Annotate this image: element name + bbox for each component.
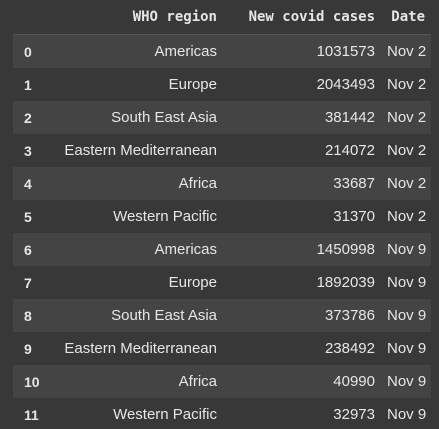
row-index: 4 (24, 175, 32, 192)
cell-date: Nov 2 (387, 43, 427, 60)
cell-new-covid-cases: 1450998 (316, 241, 375, 258)
table-row: 10 Africa 40990 Nov 9 (13, 365, 431, 398)
cell-date: Nov 9 (387, 274, 427, 291)
cell-date: Nov 2 (387, 208, 427, 225)
cell-who-region: Western Pacific (113, 406, 217, 423)
cell-who-region: South East Asia (111, 307, 217, 324)
cell-who-region: Eastern Mediterranean (64, 142, 217, 159)
table-row: 4 Africa 33687 Nov 2 (13, 167, 431, 200)
row-index: 1 (24, 76, 32, 93)
cell-new-covid-cases: 381442 (324, 109, 375, 126)
cell-new-covid-cases: 31370 (333, 208, 375, 225)
cell-who-region: South East Asia (111, 109, 217, 126)
cell-new-covid-cases: 1892039 (316, 274, 375, 291)
header-row: WHO region New covid cases Date (13, 2, 431, 35)
table-row: 2 South East Asia 381442 Nov 2 (13, 101, 431, 134)
column-header-new-covid-cases: New covid cases (223, 2, 381, 35)
cell-new-covid-cases: 40990 (333, 373, 375, 390)
cell-new-covid-cases: 373786 (324, 307, 375, 324)
cell-date: Nov 2 (387, 142, 427, 159)
column-header-date: Date (381, 2, 431, 35)
row-index: 10 (24, 373, 40, 390)
cell-date: Nov 9 (387, 241, 427, 258)
cell-date: Nov 9 (387, 406, 427, 423)
cell-who-region: Americas (154, 241, 217, 258)
cell-date: Nov 9 (387, 340, 427, 357)
cell-who-region: Europe (168, 76, 217, 93)
cell-new-covid-cases: 32973 (333, 406, 375, 423)
row-index: 7 (24, 274, 32, 291)
row-index: 6 (24, 241, 32, 258)
cell-who-region: Africa (178, 373, 217, 390)
index-column-header (13, 2, 49, 35)
cell-date: Nov 9 (387, 307, 427, 324)
row-index: 5 (24, 208, 32, 225)
row-index: 11 (24, 406, 39, 423)
cell-date: Nov 9 (387, 373, 427, 390)
cell-date: Nov 2 (387, 175, 427, 192)
table-row: 1 Europe 2043493 Nov 2 (13, 68, 431, 101)
cell-who-region: Eastern Mediterranean (64, 340, 217, 357)
cell-who-region: Western Pacific (113, 208, 217, 225)
cell-date: Nov 2 (387, 109, 427, 126)
cell-new-covid-cases: 33687 (333, 175, 375, 192)
cell-new-covid-cases: 238492 (324, 340, 375, 357)
cell-date: Nov 2 (387, 76, 427, 93)
row-index: 8 (24, 307, 32, 324)
table-row: 11 Western Pacific 32973 Nov 9 (13, 398, 431, 429)
column-header-who-region: WHO region (49, 2, 223, 35)
cell-who-region: Africa (178, 175, 217, 192)
table-row: 0 Americas 1031573 Nov 2 (13, 34, 431, 68)
table-row: 8 South East Asia 373786 Nov 9 (13, 299, 431, 332)
table-row: 7 Europe 1892039 Nov 9 (13, 266, 431, 299)
dataframe-table: WHO region New covid cases Date 0 America… (13, 2, 431, 429)
row-index: 9 (24, 340, 32, 357)
row-index: 0 (24, 43, 32, 60)
table-row: 9 Eastern Mediterranean 238492 Nov 9 (13, 332, 431, 365)
table-row: 6 Americas 1450998 Nov 9 (13, 233, 431, 266)
table-row: 5 Western Pacific 31370 Nov 2 (13, 200, 431, 233)
cell-new-covid-cases: 2043493 (316, 76, 375, 93)
cell-new-covid-cases: 214072 (324, 142, 375, 159)
row-index: 2 (24, 109, 32, 126)
row-index: 3 (24, 142, 32, 159)
cell-who-region: Americas (154, 43, 217, 60)
cell-new-covid-cases: 1031573 (316, 43, 375, 60)
table-row: 3 Eastern Mediterranean 214072 Nov 2 (13, 134, 431, 167)
cell-who-region: Europe (168, 274, 217, 291)
